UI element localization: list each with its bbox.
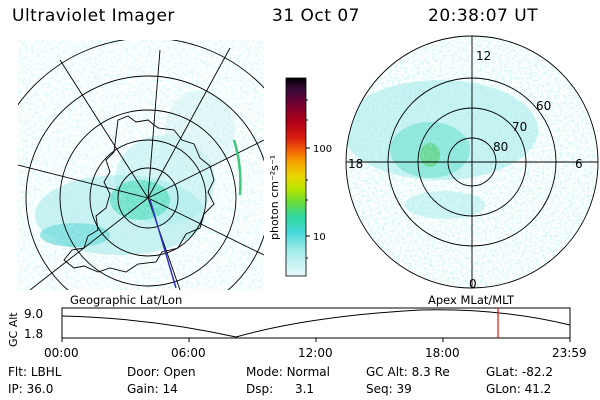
aurora-strip [232, 139, 242, 196]
glat-info: GLat: -82.2 [486, 365, 553, 379]
flt-info: Flt: LBHL [8, 365, 61, 379]
dsp-info: Dsp: 3.1 [246, 382, 314, 396]
colorbar-tick-10: 10 [313, 232, 326, 243]
gcalt-info: GC Alt: 8.3 Re [366, 365, 450, 379]
flt-value: LBHL [30, 365, 62, 379]
x-tick-1200: 12:00 [298, 346, 333, 360]
gain-label: Gain: [127, 382, 159, 396]
gcalt-value: 8.3 Re [411, 365, 450, 379]
glat-label: GLat: [486, 365, 519, 379]
dsp-label: Dsp: [246, 382, 274, 396]
mlt-label-18: 18 [348, 157, 363, 171]
mlt-label-0: 0 [469, 277, 477, 291]
seq-info: Seq: 39 [366, 382, 412, 396]
mode-value: Normal [286, 365, 330, 379]
x-tick-0000: 00:00 [44, 346, 79, 360]
dsp-value: 3.1 [294, 382, 315, 396]
glon-value: 41.2 [524, 382, 552, 396]
ip-info: IP: 36.0 [8, 382, 53, 396]
mlt-label-6: 6 [575, 157, 583, 171]
glon-label: GLon: [486, 382, 521, 396]
date-label: 31 Oct 07 [272, 6, 360, 26]
lat-label-60: 60 [536, 99, 551, 113]
gain-value: 14 [162, 382, 178, 396]
door-label: Door: [127, 365, 160, 379]
gcalt-label: GC Alt: [366, 365, 408, 379]
mode-label: Mode: [246, 365, 283, 379]
instrument-title: Ultraviolet Imager [12, 6, 175, 26]
geographic-label: Geographic Lat/Lon [70, 293, 183, 307]
alt-axis-label: GC Alt [7, 312, 20, 347]
glon-info: GLon: 41.2 [486, 382, 551, 396]
lat-label-80: 80 [493, 140, 508, 154]
ip-label: IP: [8, 382, 23, 396]
apex-label: Apex MLat/MLT [428, 293, 515, 307]
seq-value: 39 [396, 382, 412, 396]
alt-tick-9: 9.0 [24, 307, 43, 321]
mlt-label-12: 12 [476, 49, 491, 63]
lat-label-70: 70 [512, 120, 527, 134]
colorbar-tick-100: 100 [313, 144, 332, 155]
coastline [63, 115, 215, 273]
altitude-curve [61, 309, 571, 338]
x-tick-1800: 18:00 [425, 346, 460, 360]
x-tick-2359: 23:59 [552, 346, 587, 360]
seq-label: Seq: [366, 382, 393, 396]
colorbar-gradient [285, 77, 307, 277]
door-value: Open [163, 365, 196, 379]
time-label: 20:38:07 UT [428, 6, 539, 26]
mode-info: Mode: Normal [246, 365, 330, 379]
door-info: Door: Open [127, 365, 196, 379]
ip-value: 36.0 [26, 382, 54, 396]
colorbar-unit: photon cm⁻²s⁻¹ [268, 155, 281, 240]
flt-label: Flt: [8, 365, 27, 379]
glat-value: -82.2 [521, 365, 553, 379]
track-line [149, 199, 177, 289]
x-tick-0600: 06:00 [171, 346, 206, 360]
gain-info: Gain: 14 [127, 382, 178, 396]
alt-tick-1.8: 1.8 [24, 327, 43, 341]
